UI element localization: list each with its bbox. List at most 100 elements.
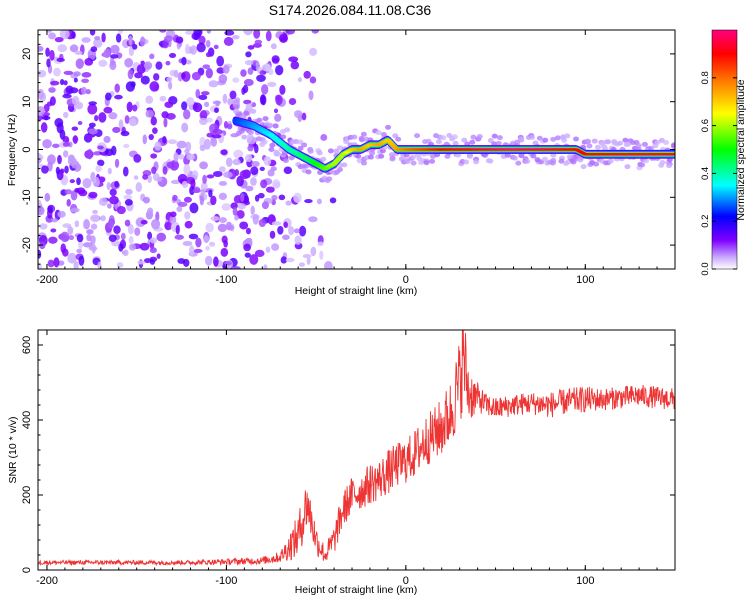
- ridge-halo: [404, 158, 411, 164]
- y-tick-label: 400: [21, 411, 33, 429]
- noise-blob: [80, 86, 87, 95]
- ridge-halo: [316, 150, 323, 156]
- noise-blob: [226, 123, 233, 130]
- noise-blob: [124, 58, 134, 68]
- ridge-halo: [343, 139, 350, 145]
- ridge-halo: [262, 116, 269, 122]
- noise-blob: [41, 115, 51, 120]
- ridge-halo: [463, 159, 470, 165]
- noise-blob: [122, 249, 129, 257]
- noise-blob: [254, 143, 259, 154]
- noise-blob: [243, 99, 252, 105]
- ridge-halo: [320, 156, 327, 162]
- x-tick-label: 0: [403, 274, 409, 286]
- noise-blob: [120, 130, 130, 137]
- ridge-halo: [639, 162, 646, 168]
- snr-frame: [37, 329, 676, 571]
- ridge-halo: [487, 158, 494, 164]
- ridge-halo: [605, 139, 612, 145]
- noise-blob: [253, 30, 261, 39]
- ridge-halo: [550, 152, 557, 158]
- noise-blob: [317, 241, 324, 247]
- noise-blob: [71, 31, 76, 39]
- noise-blob: [74, 188, 80, 193]
- noise-blob: [48, 236, 58, 244]
- noise-blob: [64, 165, 69, 174]
- noise-blob: [69, 179, 76, 184]
- ridge-halo: [530, 153, 537, 159]
- noise-blob: [118, 243, 124, 252]
- snr-series-line: [38, 330, 675, 567]
- noise-blob: [223, 171, 233, 178]
- noise-blob: [283, 221, 288, 228]
- ridge-halo: [378, 153, 385, 159]
- noise-blob: [214, 107, 219, 113]
- noise-blob: [50, 80, 60, 86]
- noise-blob: [240, 69, 247, 77]
- ridge-halo: [671, 142, 675, 148]
- ridge-halo: [580, 164, 587, 170]
- ridge-halo: [518, 136, 525, 142]
- noise-blob: [124, 219, 131, 227]
- noise-blob: [73, 261, 79, 269]
- noise-blob: [232, 77, 240, 83]
- noise-blob: [211, 134, 222, 139]
- noise-blob: [164, 101, 174, 108]
- ridge-halo: [247, 133, 254, 139]
- noise-blob: [189, 245, 195, 256]
- ridge-halo: [358, 135, 365, 141]
- noise-blob: [244, 252, 251, 258]
- noise-blob: [118, 30, 124, 35]
- noise-blob: [156, 176, 163, 182]
- noise-blob: [254, 194, 260, 202]
- noise-blob: [251, 102, 257, 108]
- noise-blob: [103, 48, 111, 59]
- noise-blob: [319, 250, 324, 260]
- noise-blob: [213, 256, 219, 267]
- noise-blob: [165, 60, 171, 66]
- noise-blob: [168, 52, 177, 58]
- noise-blob: [258, 218, 266, 228]
- noise-blob: [293, 110, 303, 119]
- noise-blob: [208, 80, 219, 88]
- noise-blob: [88, 101, 97, 106]
- noise-blob: [134, 227, 141, 236]
- noise-blob: [73, 77, 78, 83]
- noise-blob: [112, 126, 121, 133]
- ridge-halo: [440, 135, 447, 141]
- ridge-halo: [297, 139, 304, 145]
- noise-blob: [260, 179, 268, 189]
- ridge-halo: [641, 141, 648, 147]
- ridge-halo: [269, 142, 276, 148]
- noise-blob: [159, 95, 167, 102]
- noise-blob: [114, 94, 123, 100]
- noise-blob: [172, 194, 178, 202]
- x-tick-label: -100: [215, 274, 237, 286]
- spectrogram-plot-area: [38, 30, 675, 269]
- noise-blob: [62, 248, 69, 257]
- noise-blob: [139, 242, 150, 251]
- noise-blob: [254, 249, 265, 258]
- noise-blob: [150, 116, 157, 126]
- noise-blob: [56, 122, 64, 134]
- noise-blob: [150, 218, 161, 230]
- x-tick-label: 0: [403, 575, 409, 587]
- noise-blob: [288, 97, 297, 106]
- noise-blob: [261, 63, 272, 72]
- noise-blob: [50, 228, 57, 233]
- ridge-halo: [593, 161, 600, 167]
- noise-blob: [218, 181, 228, 186]
- ridge-halo: [297, 145, 304, 151]
- noise-blob: [48, 32, 56, 40]
- noise-blob: [265, 30, 272, 42]
- colorbar-label: Normalized spectral amplitude: [735, 79, 747, 220]
- noise-blob: [247, 45, 255, 50]
- noise-blob: [206, 174, 215, 179]
- noise-blob: [250, 177, 257, 186]
- ridge-halo: [327, 148, 334, 154]
- noise-blob: [128, 35, 133, 46]
- noise-blob: [47, 205, 54, 213]
- noise-blob: [83, 218, 90, 230]
- noise-blob: [210, 195, 217, 206]
